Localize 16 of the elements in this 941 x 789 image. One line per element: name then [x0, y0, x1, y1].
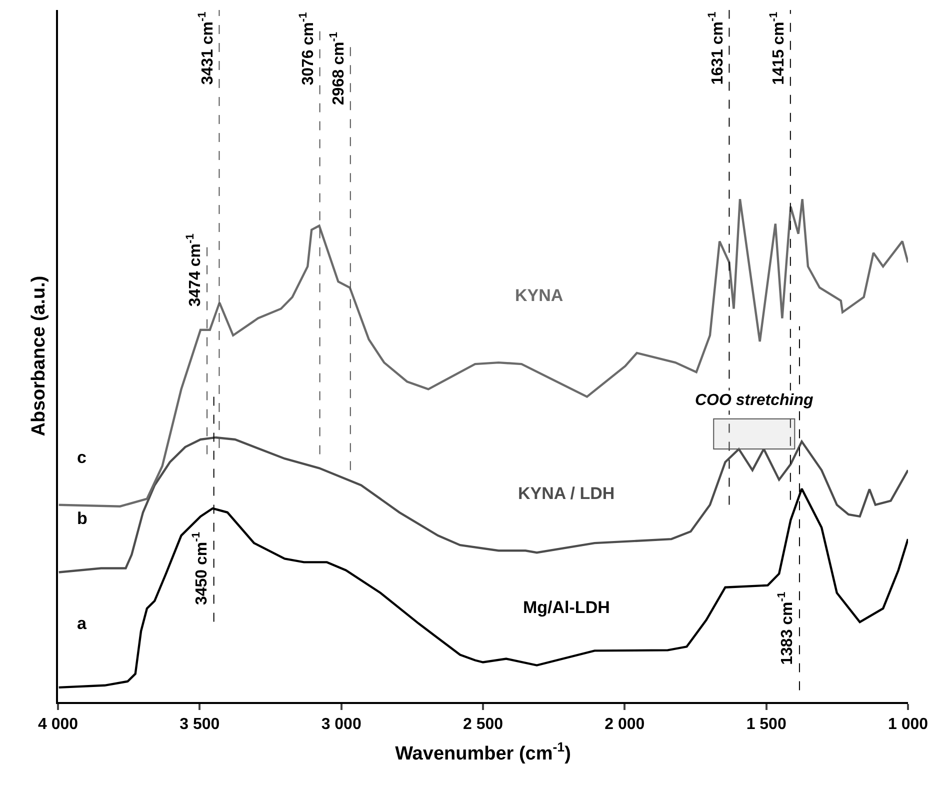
annotation: c [77, 448, 86, 467]
y-axis-title: Absorbance (a.u.) [28, 276, 50, 436]
annotation: b [77, 509, 88, 528]
x-tick-label: 4 000 [38, 716, 78, 734]
x-tick-label: 3 000 [321, 716, 362, 734]
x-tick-label: 1 500 [746, 716, 786, 734]
text: KYNA / LDH [518, 484, 615, 503]
x-tick-label: 3 500 [180, 716, 220, 734]
annotation: a [77, 614, 87, 633]
text: KYNA [515, 286, 564, 305]
x-axis-title: Wavenumber (cm$^{-1}$) [395, 740, 571, 764]
x-tick-label: 1 000 [888, 716, 928, 734]
band-label: COO stretching [695, 392, 814, 409]
x-tick-label: 2 000 [604, 716, 645, 734]
series-label: Mg/Al-LDH [523, 598, 610, 617]
x-tick-label: 2 500 [462, 716, 504, 734]
